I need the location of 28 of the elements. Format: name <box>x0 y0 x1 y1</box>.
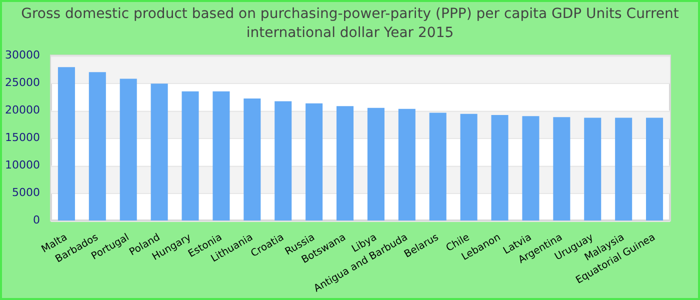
bar <box>398 108 416 221</box>
y-tick-label: 25000 <box>4 76 40 89</box>
bar <box>336 106 354 221</box>
bar <box>244 98 261 221</box>
bar <box>182 91 199 221</box>
bar <box>491 114 508 221</box>
bar <box>274 101 292 221</box>
y-tick-label: 0 <box>32 213 40 226</box>
chart-title: Gross domestic product based on purchasing-power-parity (PPP) per capita GDP Units Current international dollar Year 2015 <box>20 5 680 43</box>
bar <box>522 116 540 221</box>
y-tick-label: 15000 <box>4 130 40 144</box>
y-tick-label: 30000 <box>4 48 40 62</box>
bar <box>212 91 230 221</box>
bar <box>306 103 323 221</box>
bar <box>150 84 168 221</box>
bar <box>646 118 664 221</box>
y-tick-label: 10000 <box>4 158 40 172</box>
y-tick-label: 20000 <box>4 103 40 116</box>
bar <box>367 108 384 221</box>
bar <box>120 78 137 221</box>
bar <box>460 114 478 221</box>
bar <box>615 118 632 221</box>
y-tick-label: 5000 <box>12 186 40 199</box>
bar <box>88 72 106 221</box>
bar <box>553 117 570 221</box>
bar <box>58 67 75 221</box>
bar <box>429 112 446 221</box>
bar <box>584 118 602 221</box>
